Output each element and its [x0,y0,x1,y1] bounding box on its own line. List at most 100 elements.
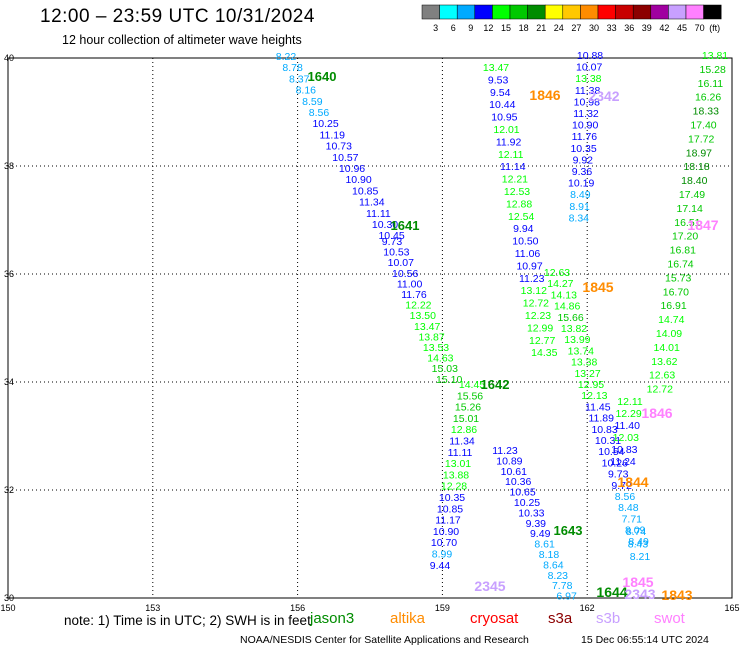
wave-height-value: 16.91 [660,300,686,312]
wave-height-value: 13.47 [414,321,440,333]
wave-height-value: 11.06 [515,248,541,260]
wave-height-value: 9.44 [430,560,451,572]
legend-tick-label: 33 [607,23,617,33]
wave-height-value: 11.40 [614,420,640,432]
legend-tick-label: 70 [695,23,705,33]
wave-height-value: 10.35 [439,492,465,504]
wave-height-value: 10.36 [505,476,531,488]
legend-tick-label: 42 [659,23,669,33]
pass-time-label: 1843 [661,587,692,603]
wave-height-value: 13.88 [443,469,469,481]
pass-time-label: 1846 [641,405,672,421]
wave-height-value: 12.29 [615,408,641,420]
latitude-label: 32 [4,485,14,495]
latitude-label: 38 [4,161,14,171]
satellite-legend-cryosat: cryosat [470,610,519,627]
wave-height-value: 16.81 [670,245,696,257]
wave-height-value: 10.73 [326,141,352,153]
wave-height-value: 10.07 [388,257,414,269]
wave-height-value: 10.25 [312,118,338,130]
wave-height-value: 10.53 [383,247,409,259]
wave-height-value: 10.07 [576,62,602,74]
latitude-label: 36 [4,269,14,279]
wave-height-value: 11.23 [519,273,545,285]
wave-height-value: 11.17 [435,515,461,527]
wave-height-value: 11.11 [366,208,391,220]
wave-height-value: 10.54 [598,446,624,458]
wave-height-value: 10.83 [591,424,617,436]
wave-height-value: 11.76 [401,289,427,301]
satellite-track: 2343 [624,586,655,602]
wave-height-value: 8.49 [570,189,591,201]
wave-height-value: 9.54 [490,87,511,99]
wave-height-value: 12.95 [578,379,604,391]
legend-tick-label: 30 [589,23,599,33]
legend-tick-label: 36 [624,23,634,33]
wave-height-value: 17.14 [677,203,703,215]
pass-time-label: 1846 [529,87,560,103]
longitude-label: 162 [580,603,595,613]
wave-height-value: 17.40 [690,120,716,132]
wave-height-value: 12.72 [523,298,549,310]
wave-height-value: 9.72 [611,480,632,492]
wave-height-value: 11.34 [449,436,475,448]
legend-tick-label: 45 [677,23,687,33]
wave-height-value: 15.03 [432,363,458,375]
wave-height-value: 10.26 [602,457,628,469]
page-title: 12:00 – 23:59 UTC 10/31/2024 [40,6,315,27]
legend-tick-label: 3 [433,23,438,33]
wave-height-value: 8.56 [615,491,636,503]
wave-height-value: 17.49 [679,189,705,201]
satellite-legend-s3a: s3a [548,610,573,627]
latitude-label: 30 [4,593,14,603]
wave-height-value: 8.56 [309,107,330,119]
satellite-track: 2345 [474,578,505,594]
wave-height-value: 11.89 [588,413,614,425]
pass-time-label: 2342 [588,88,619,104]
wave-height-value: 9.49 [530,528,551,540]
legend-swatch [703,4,722,20]
wave-height-value: 8.48 [618,502,639,514]
wave-height-value: 14.86 [554,301,580,313]
pass-time-label: 1642 [481,377,510,392]
legend-tick-label: 15 [501,23,511,33]
wave-height-value: 10.89 [496,455,522,467]
wave-height-value: 8.18 [539,549,560,561]
wave-height-value: 8.91 [569,201,590,213]
wave-height-value: 10.83 [611,444,637,456]
wave-height-value: 14.27 [547,278,573,290]
wave-height-value: 9.36 [572,166,593,178]
wave-height-value: 13.81 [702,50,728,62]
pass-time-label: 1845 [622,574,653,590]
wave-height-value: 13.87 [418,331,444,343]
longitude-label: 153 [145,603,160,613]
wave-height-value: 12.99 [527,322,553,334]
wave-height-value: 11.38 [575,85,601,97]
pass-time-label: 1644 [596,584,627,600]
wave-height-value: 11.23 [492,445,518,457]
wave-height-value: 8.37 [289,73,310,85]
wave-height-value: 16.74 [667,259,693,271]
wave-height-value: 13.53 [423,342,449,354]
wave-height-value: 16.51 [674,217,700,229]
wave-height-value: 10.30 [372,219,398,231]
wave-height-value: 10.97 [516,260,542,272]
wave-height-value: 11.32 [573,108,599,120]
wave-height-value: 16.11 [698,78,724,90]
wave-height-value: 15.73 [665,272,691,284]
satellite-legend-jason3: jason3 [310,610,355,627]
wave-height-value: 9.92 [573,154,594,166]
wave-height-value: 11.00 [397,278,423,290]
wave-height-value: 8.74 [626,526,647,538]
wave-height-value: 13.62 [651,356,677,368]
wave-height-value: 12.77 [529,335,555,347]
pass-time-label: 1847 [687,217,718,233]
wave-height-value: 15.26 [455,402,481,414]
wave-height-value: 13.27 [574,368,600,380]
wave-height-value: 13.99 [564,334,590,346]
wave-height-value: 8.49 [628,536,649,548]
wave-height-value: 18.33 [693,106,719,118]
wave-height-value: 7.78 [552,580,573,592]
wave-height-value: 9.39 [526,518,547,530]
